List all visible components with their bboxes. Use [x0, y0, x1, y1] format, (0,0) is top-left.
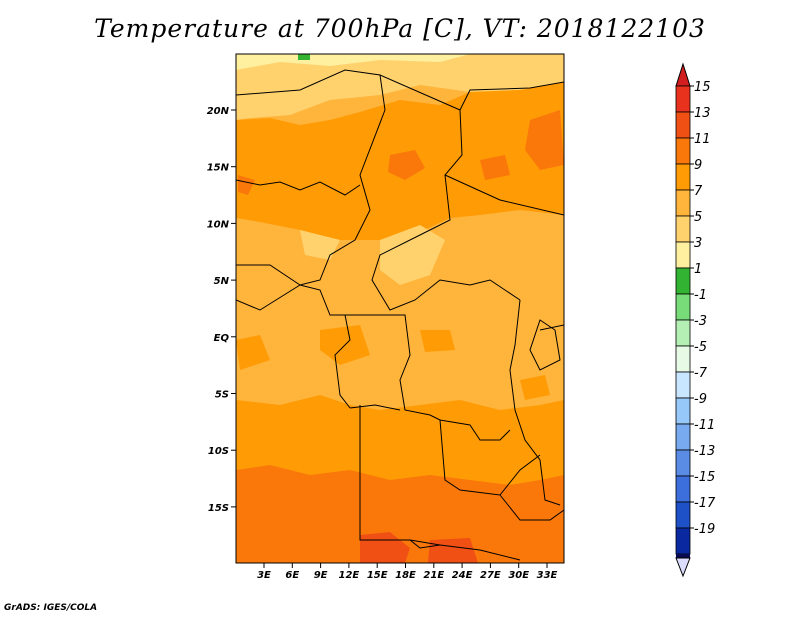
lon-label: 12E [339, 570, 360, 581]
lat-label: 5N [214, 276, 230, 287]
temperature-field [236, 54, 564, 563]
colorbar-label: -13 [694, 444, 715, 459]
colorbar-swatch [675, 423, 691, 451]
lon-label: 33E [537, 570, 558, 581]
lat-label: EQ [214, 333, 230, 344]
credit-text: GrADS: IGES/COLA [4, 603, 98, 613]
colorbar-label: -17 [694, 496, 716, 511]
colorbar-swatch [675, 189, 691, 217]
colorbar-swatch [675, 215, 691, 243]
colorbar-swatch [675, 293, 691, 321]
map-frame [235, 53, 565, 564]
colorbar-swatch [675, 137, 691, 165]
colorbar-swatch [675, 527, 691, 555]
colorbar-label: -19 [694, 522, 715, 537]
colorbar-label: -1 [694, 288, 707, 303]
colorbar-label: 15 [694, 80, 711, 95]
colorbar-label: -15 [694, 470, 715, 485]
colorbar-top-arrow [675, 62, 691, 87]
colorbar-label: 5 [694, 210, 702, 225]
colorbar-label: 13 [694, 106, 711, 121]
colorbar-label: 7 [694, 184, 703, 199]
lat-label: 15S [208, 503, 229, 514]
colorbar-label: -9 [694, 392, 707, 407]
colorbar-swatch [675, 241, 691, 269]
colorbar-label: -5 [694, 340, 707, 355]
colorbar-bottom-swatch [676, 554, 690, 558]
colorbar: 15 13 11 9 7 5 3 1 -1 -3 -5 -7 -9 -11 -13 -15 -17 -19 [675, 62, 716, 578]
colorbar-swatch [675, 163, 691, 191]
colorbar-swatch [675, 371, 691, 399]
colorbar-swatch [675, 111, 691, 139]
colorbar-swatch [675, 501, 691, 529]
colorbar-bottom-arrow [675, 557, 691, 578]
lon-label: 30E [508, 570, 529, 581]
colorbar-label: 1 [694, 262, 702, 277]
longitude-axis: 3E 6E 9E 12E 15E 18E 21E 24E 27E 30E 33E [257, 563, 558, 581]
colorbar-label: -3 [694, 314, 707, 329]
lon-label: 9E [314, 570, 328, 581]
colorbar-label: 11 [694, 132, 711, 147]
colorbar-swatch [675, 267, 691, 295]
colorbar-label: 3 [694, 236, 702, 251]
lat-label: 10S [208, 446, 229, 457]
colorbar-swatch [675, 345, 691, 373]
lon-label: 6E [285, 570, 299, 581]
colorbar-swatch [675, 397, 691, 425]
lat-label: 5S [215, 390, 229, 401]
lon-label: 27E [480, 570, 501, 581]
colorbar-swatch [675, 449, 691, 477]
colorbar-label: -7 [694, 366, 708, 381]
lat-label: 10N [207, 219, 230, 230]
lon-label: 24E [452, 570, 473, 581]
colorbar-label: -11 [694, 418, 715, 433]
lat-label: 15N [207, 163, 230, 174]
map-title: Temperature at 700hPa [C], VT: 201812210… [94, 14, 706, 43]
colorbar-swatch [675, 475, 691, 503]
latitude-axis: 20N 15N 10N 5N EQ 5S 10S 15S [207, 106, 236, 514]
colorbar-label: 9 [694, 158, 702, 173]
lon-label: 15E [367, 570, 388, 581]
lat-label: 20N [207, 106, 230, 117]
colorbar-swatch [675, 85, 691, 113]
country-borders [236, 69, 564, 561]
lon-label: 3E [257, 570, 271, 581]
lon-label: 21E [423, 570, 444, 581]
lon-label: 18E [395, 570, 416, 581]
colorbar-swatch [675, 319, 691, 347]
